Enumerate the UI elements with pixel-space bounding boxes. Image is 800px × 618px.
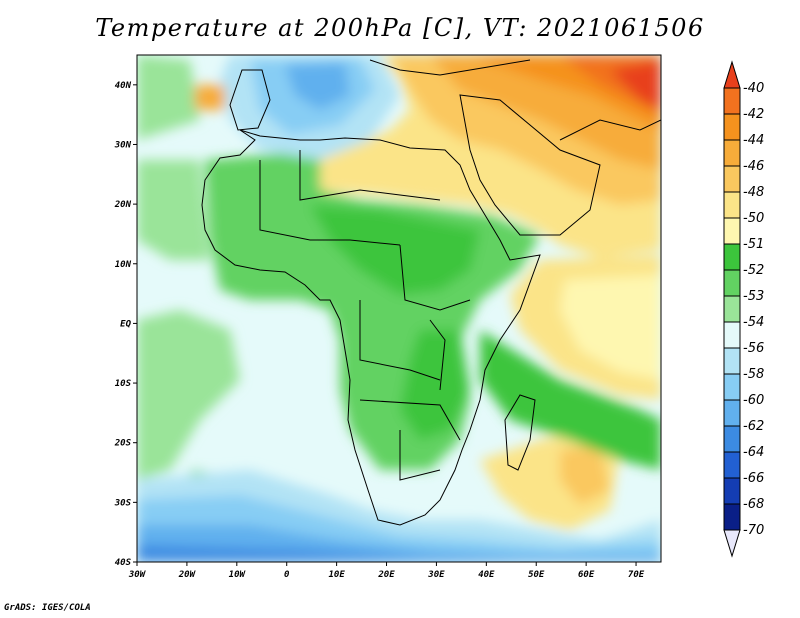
- lon-label: 0: [284, 570, 290, 580]
- map-title: Temperature at 200hPa [C], VT: 202106150…: [95, 14, 705, 42]
- colorbar-swatch: [723, 529, 741, 558]
- latitude-axis: 40N 30N 20N 10N EQ 10S 20S 30S 40S: [114, 81, 137, 568]
- colorbar-label: -40: [743, 81, 764, 96]
- colorbar-label: -60: [743, 393, 764, 408]
- colorbar-label: -62: [743, 419, 764, 434]
- lon-label: 70E: [628, 570, 645, 580]
- colorbar-swatch: [723, 503, 741, 531]
- colorbar-label: -52: [743, 263, 764, 278]
- colorbar-label: -70: [743, 523, 764, 538]
- colorbar-label: -42: [743, 107, 764, 122]
- colorbar-label: -54: [743, 315, 764, 330]
- colorbar-swatch: [723, 139, 741, 167]
- lon-label: 30E: [427, 570, 445, 580]
- lat-label: EQ: [120, 319, 131, 329]
- lat-label: 30S: [114, 498, 132, 508]
- lon-label: 60E: [578, 570, 595, 580]
- colorbar: -40 -42 -44 -46 -48 -50 -51 -52 -53 -54 -56 -58 -60 -…: [723, 60, 764, 558]
- colorbar-label: -44: [743, 133, 764, 148]
- lon-label: 10W: [229, 570, 247, 580]
- colorbar-label: -56: [743, 341, 764, 356]
- colorbar-label: -50: [743, 211, 764, 226]
- lat-label: 40S: [115, 558, 132, 568]
- colorbar-swatch: [723, 295, 741, 323]
- lon-label: 50E: [528, 570, 545, 580]
- lon-label: 30W: [128, 570, 147, 580]
- lon-label: 40E: [478, 570, 495, 580]
- lat-label: 10N: [115, 260, 132, 270]
- colorbar-swatch: [723, 243, 741, 271]
- lat-label: 20S: [114, 439, 132, 449]
- colorbar-swatch: [723, 347, 741, 375]
- colorbar-label: -68: [743, 497, 764, 512]
- colorbar-label: -51: [743, 237, 764, 252]
- colorbar-label: -53: [743, 289, 764, 304]
- colorbar-swatch: [723, 321, 741, 349]
- colorbar-swatch: [723, 87, 741, 115]
- colorbar-swatch: [723, 191, 741, 219]
- colorbar-swatch: [723, 165, 741, 193]
- grads-credit: GrADS: IGES/COLA: [4, 603, 91, 613]
- colorbar-label: -66: [743, 471, 764, 486]
- colorbar-swatch: [723, 425, 741, 453]
- coastline-lines: [201, 59, 661, 526]
- lat-label: 10S: [115, 379, 132, 389]
- colorbar-label: -46: [743, 159, 764, 174]
- lon-label: 20E: [377, 570, 395, 580]
- colorbar-label: -64: [743, 445, 764, 460]
- colorbar-label: -58: [743, 367, 764, 382]
- plot-frame: [136, 54, 662, 563]
- lon-label: 10E: [328, 570, 345, 580]
- colorbar-swatch: [723, 60, 741, 89]
- longitude-axis: 30W 20W 10W 0 10E 20E 30E 40E 50E 60E 70E: [128, 562, 645, 580]
- colorbar-swatch: [723, 477, 741, 505]
- colorbar-swatch: [723, 217, 741, 245]
- colorbar-swatch: [723, 269, 741, 297]
- colorbar-swatch: [723, 113, 741, 141]
- colorbar-swatch: [723, 399, 741, 427]
- lat-label: 40N: [115, 81, 132, 91]
- temperature-field: [137, 55, 661, 562]
- colorbar-swatch: [723, 373, 741, 401]
- colorbar-label: -48: [743, 185, 764, 200]
- lat-label: 20N: [114, 200, 132, 210]
- colorbar-swatch: [723, 451, 741, 479]
- lon-label: 20W: [178, 570, 197, 580]
- lat-label: 30N: [114, 140, 132, 150]
